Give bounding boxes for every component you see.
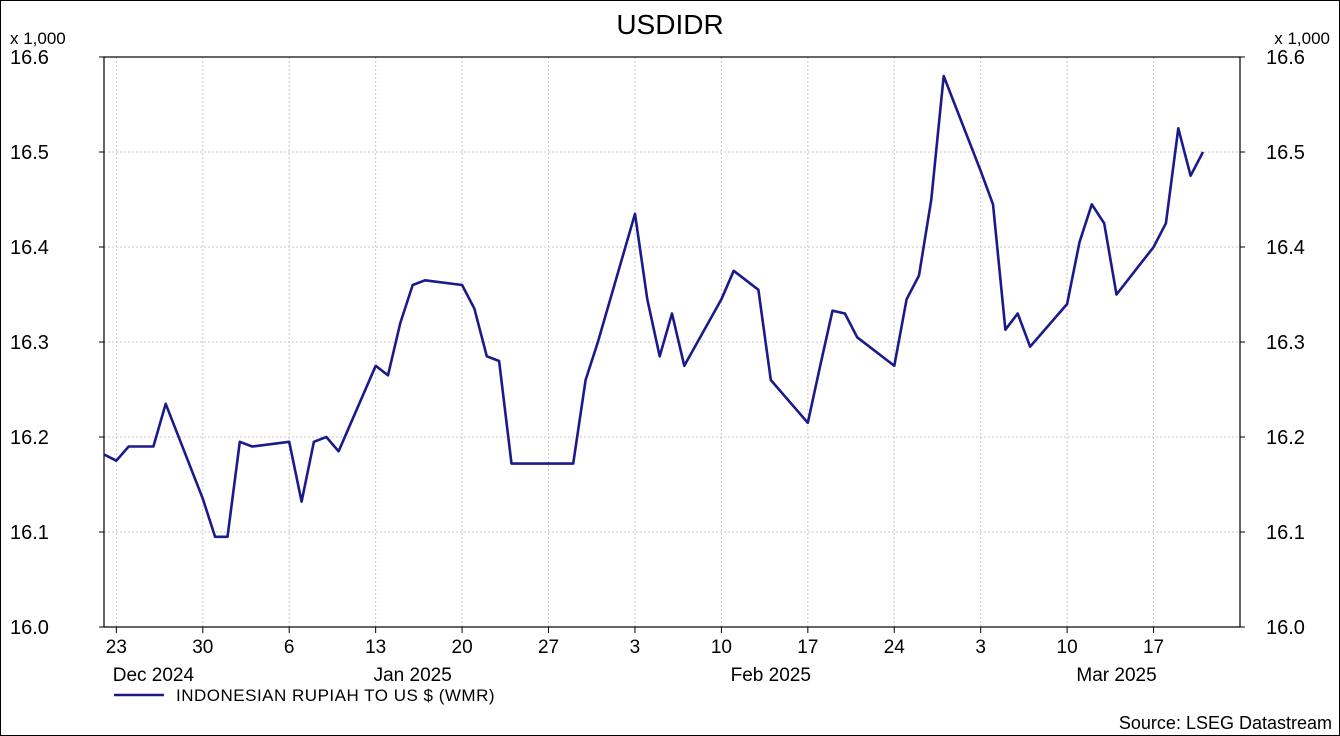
x-tick-label: 13 bbox=[365, 637, 386, 658]
y-tick-label-right: 16.0 bbox=[1266, 617, 1305, 639]
chart-title: USDIDR bbox=[616, 9, 723, 40]
x-tick-label: 24 bbox=[884, 637, 906, 658]
x-tick-label: 30 bbox=[192, 637, 213, 658]
y-tick-label-left: 16.2 bbox=[10, 427, 49, 449]
x-month-label: Jan 2025 bbox=[374, 665, 452, 686]
y-tick-label-left: 16.5 bbox=[10, 142, 49, 164]
y-tick-label-right: 16.3 bbox=[1266, 332, 1305, 354]
y-tick-label-right: 16.2 bbox=[1266, 427, 1305, 449]
legend-label: INDONESIAN RUPIAH TO US $ (WMR) bbox=[176, 686, 495, 705]
y-tick-label-right: 16.4 bbox=[1266, 237, 1305, 259]
legend: INDONESIAN RUPIAH TO US $ (WMR) bbox=[114, 686, 495, 705]
x-tick-label: 17 bbox=[1143, 637, 1164, 658]
x-tick-label: 27 bbox=[538, 637, 559, 658]
x-month-label: Dec 2024 bbox=[113, 665, 195, 686]
x-tick-label: 10 bbox=[711, 637, 732, 658]
series-layer bbox=[104, 74, 1205, 539]
y-tick-label-right: 16.1 bbox=[1266, 522, 1305, 544]
x-axis-ticks: 23 30 6 13 20 27 3 10 17 24 3 10 17 Dec 2024 Jan 2025 F… bbox=[106, 627, 1164, 686]
x-month-label: Feb 2025 bbox=[731, 665, 811, 686]
source-note: Source: LSEG Datastream bbox=[1119, 713, 1332, 733]
x-tick-label: 23 bbox=[106, 637, 127, 658]
x-tick-label: 6 bbox=[284, 637, 295, 658]
x-tick-label: 10 bbox=[1057, 637, 1078, 658]
x-tick-label: 3 bbox=[975, 637, 986, 658]
x-tick-label: 3 bbox=[630, 637, 641, 658]
x-tick-label: 17 bbox=[797, 637, 818, 658]
y-tick-label-right: 16.5 bbox=[1266, 142, 1305, 164]
x-tick-label: 20 bbox=[452, 637, 473, 658]
y-tick-label-left: 16.0 bbox=[10, 617, 49, 639]
x-month-label: Mar 2025 bbox=[1076, 665, 1156, 686]
y-tick-label-left: 16.4 bbox=[10, 237, 49, 259]
y-tick-label-left: 16.3 bbox=[10, 332, 49, 354]
gridlines bbox=[104, 56, 1240, 628]
right-y-multiplier: x 1,000 bbox=[1274, 29, 1330, 48]
y-tick-label-left: 16.1 bbox=[10, 522, 49, 544]
series-line bbox=[104, 74, 1205, 539]
left-y-multiplier: x 1,000 bbox=[10, 29, 66, 48]
y-tick-label-left: 16.6 bbox=[10, 47, 49, 69]
y-axis-ticks: 16.0 16.0 16.1 16.1 16.2 16.2 16.3 16.3 16.4 16.4… bbox=[10, 47, 1305, 639]
y-tick-label-right: 16.6 bbox=[1266, 47, 1305, 69]
